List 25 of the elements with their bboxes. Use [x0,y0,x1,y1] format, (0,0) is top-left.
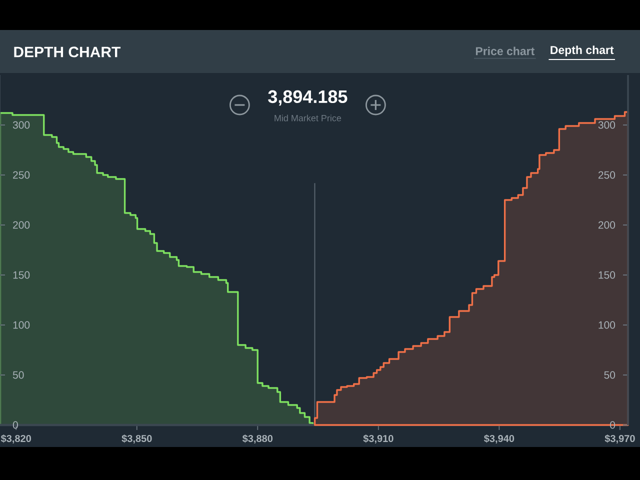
y-tick-label: 0 [12,421,18,429]
y-tick-label: 50 [12,371,24,379]
text: Depth chart [550,46,614,56]
y2-tick-label: 150 [598,271,616,279]
x-tick-label: $3,940 [484,434,514,444]
x-tick-label: $3,880 [242,434,273,444]
text: Price chart [476,46,534,56]
y2-tick-label: 100 [598,321,616,329]
y-tick-label: 250 [13,171,30,179]
x-tick-label: $3,910 [363,434,394,444]
y-tick-label: 100 [13,321,30,329]
y2-tick-label: 200 [598,221,616,229]
y-tick-label: 300 [12,121,30,129]
y2-tick-label: 50 [604,371,616,379]
x-tick-label: $3,970 [604,434,635,444]
annotation: Mid Market Price [274,114,342,122]
x-tick-label: $3,820 [0,434,31,444]
y-tick-label: 200 [13,221,30,229]
y2-tick-label: 250 [598,171,616,179]
y2-tick-label: 300 [598,121,616,129]
annotation: 3,894.185 [268,90,348,106]
y2-tick-label: 0 [610,421,616,429]
y-tick-label: 150 [13,271,30,279]
x-tick-label: $3,850 [122,434,152,444]
chart-title: DEPTH CHART [14,46,121,58]
